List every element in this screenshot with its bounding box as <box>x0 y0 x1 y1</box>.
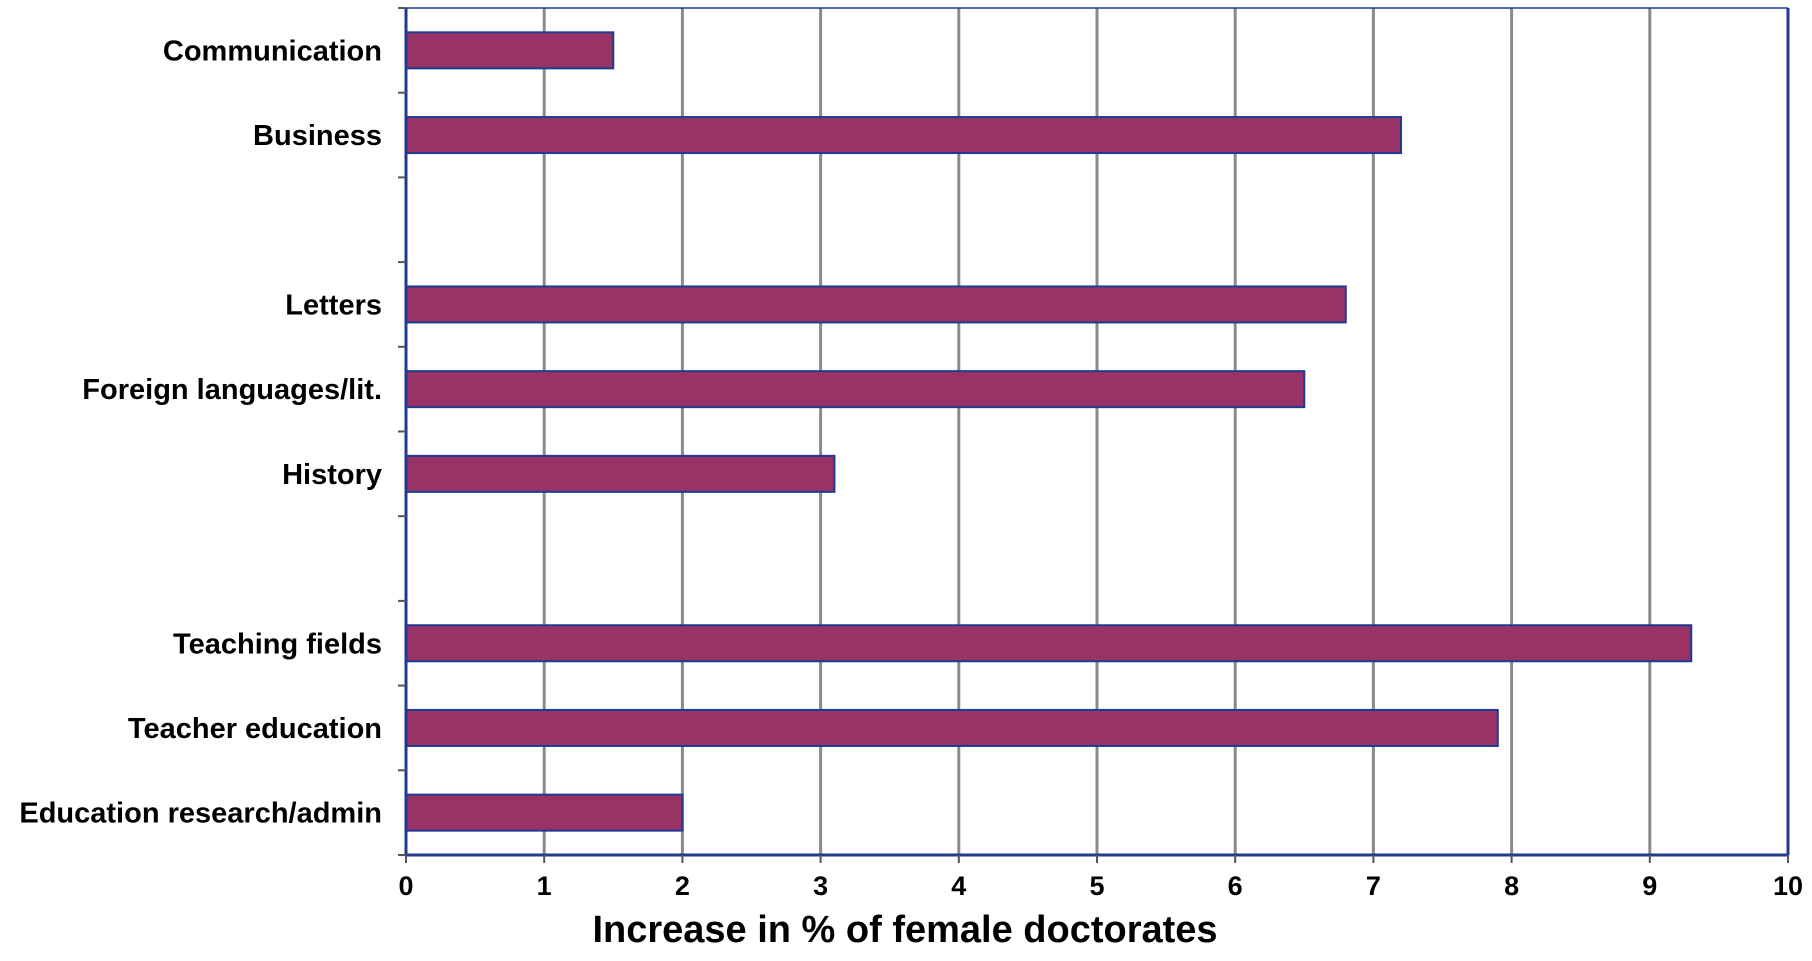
bars <box>405 31 1693 832</box>
bar <box>405 116 1403 155</box>
x-tick-label: 3 <box>813 871 828 901</box>
x-tick-label: 9 <box>1642 871 1657 901</box>
x-tick-labels: 0 1 2 3 4 5 6 7 8 9 10 <box>398 871 1803 901</box>
x-tick-label: 5 <box>1089 871 1104 901</box>
bar <box>405 708 1499 747</box>
bar <box>405 454 836 493</box>
category-label: Business <box>253 120 382 152</box>
category-label: Teacher education <box>128 713 382 745</box>
category-label: Teaching fields <box>173 628 382 660</box>
bar <box>405 31 615 70</box>
x-tick-label: 10 <box>1773 871 1803 901</box>
x-tick-label: 4 <box>951 871 966 901</box>
category-label: Communication <box>163 35 382 67</box>
x-tick-label: 8 <box>1504 871 1519 901</box>
axes <box>398 7 1790 863</box>
category-label: Letters <box>285 289 382 321</box>
x-tick-label: 6 <box>1228 871 1243 901</box>
category-label: History <box>282 459 382 491</box>
x-tick-label: 1 <box>537 871 552 901</box>
x-tick-label: 7 <box>1366 871 1381 901</box>
bar <box>405 370 1306 409</box>
bar <box>405 793 684 832</box>
category-label: Education research/admin <box>19 798 382 830</box>
x-axis-title: Increase in % of female doctorates <box>592 909 1217 951</box>
category-label: Foreign languages/lit. <box>82 374 382 406</box>
x-tick-label: 0 <box>398 871 413 901</box>
x-tick-label: 2 <box>675 871 690 901</box>
bar <box>405 285 1347 324</box>
category-labels: Communication Business Letters Foreign lang… <box>19 35 382 829</box>
bar <box>405 624 1693 663</box>
